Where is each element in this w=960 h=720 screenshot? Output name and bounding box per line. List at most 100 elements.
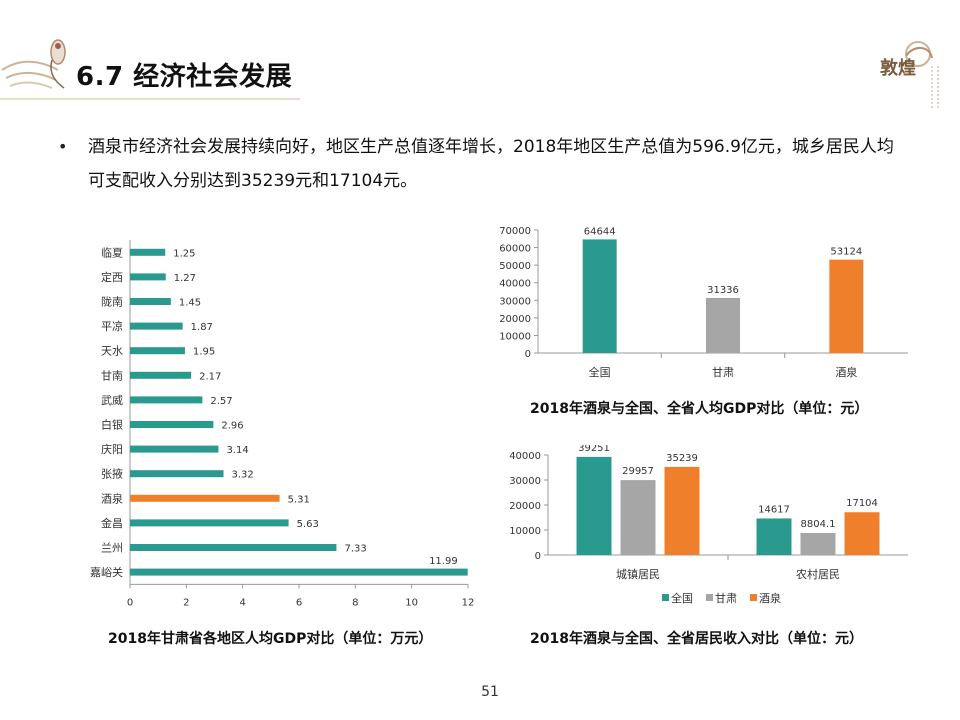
- y-tick-label: 60000: [499, 244, 531, 255]
- category-label: 城镇居民: [616, 567, 660, 581]
- category-label: 陇南: [101, 295, 123, 309]
- bullet-marker: •: [58, 137, 68, 156]
- per-capita-gdp-chart: 0 10000 20000 30000 40000 50000 60000 70000 6464…: [499, 226, 908, 379]
- data-label: 8804.1: [801, 519, 836, 530]
- y-tick-label: 20000: [509, 501, 541, 512]
- bar-全国-农村居民: [756, 518, 792, 555]
- data-label: 2.17: [199, 371, 221, 382]
- bar-金昌: [130, 519, 289, 527]
- gansu-gdp-chart: 临夏 1.25 定西 1.27 陇南 1.45 平凉 1.87 天水 1.95 甘南 2.17 武威 2.…: [90, 240, 475, 608]
- category-label: 金昌: [101, 516, 123, 530]
- category-label: 农村居民: [796, 567, 840, 581]
- data-label: 64644: [584, 226, 616, 237]
- legend-label: 酒泉: [759, 591, 781, 605]
- legend-swatch-全国: [662, 594, 669, 601]
- cloud-ornament-icon: [1, 39, 66, 89]
- data-label: 7.33: [344, 544, 366, 555]
- data-label: 14617: [758, 504, 790, 515]
- legend-swatch-酒泉: [750, 594, 757, 601]
- x-tick-label: 6: [296, 597, 302, 608]
- y-tick-label: 0: [535, 551, 541, 562]
- resident-income-caption: 2018年酒泉与全国、全省居民收入对比（单位：元）: [530, 631, 863, 647]
- category-label: 甘南: [101, 369, 123, 382]
- category-label: 白银: [101, 418, 123, 432]
- data-label: 29957: [622, 466, 654, 477]
- data-label: 1.95: [193, 347, 215, 358]
- bullet-text: 酒泉市经济社会发展持续向好，地区生产总值逐年增长，2018年地区生产总值为596…: [88, 137, 894, 191]
- bar-兰州: [130, 544, 337, 551]
- y-tick-label: 30000: [509, 476, 541, 487]
- y-tick-label: 30000: [499, 296, 531, 307]
- legend-swatch-甘肃: [706, 594, 713, 601]
- category-label: 定西: [101, 270, 123, 284]
- category-label: 武威: [101, 394, 123, 407]
- per-capita-gdp-caption: 2018年酒泉与全国、全省人均GDP对比（单位：元）: [530, 401, 869, 417]
- y-tick-label: 40000: [499, 279, 531, 290]
- y-tick-label: 10000: [499, 331, 531, 342]
- data-label: 17104: [846, 498, 878, 509]
- data-label: 39251: [578, 445, 610, 454]
- data-label: 11.99: [429, 556, 458, 567]
- legend-label: 全国: [671, 591, 693, 605]
- category-label: 全国: [589, 365, 611, 379]
- y-tick-label: 20000: [499, 314, 531, 325]
- page-number: 51: [481, 684, 499, 700]
- data-label: 5.63: [297, 519, 319, 530]
- bar-甘南: [130, 371, 192, 379]
- bar-甘肃-城镇居民: [620, 480, 656, 555]
- bar-甘肃-农村居民: [800, 532, 836, 555]
- category-label: 酒泉: [101, 491, 123, 505]
- bar-白银: [130, 421, 214, 428]
- title-divider: [0, 98, 300, 100]
- bar-陇南: [130, 298, 171, 305]
- bar-全国: [582, 239, 617, 353]
- y-tick-label: 0: [525, 349, 531, 360]
- x-tick-label: 8: [352, 597, 358, 608]
- data-label: 1.87: [191, 322, 213, 333]
- bar-酒泉-城镇居民: [664, 466, 700, 555]
- x-tick-label: 10: [405, 597, 418, 608]
- data-label: 1.25: [173, 248, 195, 259]
- bar-酒泉: [130, 494, 280, 502]
- data-label: 2.57: [210, 396, 232, 407]
- data-label: 5.31: [288, 494, 310, 505]
- x-tick-label: 12: [462, 597, 475, 608]
- bar-武威: [130, 396, 203, 404]
- category-label: 临夏: [101, 245, 123, 259]
- data-label: 3.32: [232, 470, 254, 481]
- category-label: 酒泉: [835, 365, 857, 379]
- x-tick-label: 0: [127, 597, 133, 608]
- bar-定西: [130, 273, 166, 281]
- bar-天水: [130, 347, 185, 355]
- gansu-gdp-caption: 2018年甘肃省各地区人均GDP对比（单位：万元）: [108, 631, 433, 647]
- data-label: 1.27: [174, 273, 196, 284]
- bar-酒泉-农村居民: [844, 512, 880, 555]
- x-tick-label: 4: [239, 597, 245, 608]
- category-label: 天水: [101, 345, 123, 358]
- category-label: 平凉: [101, 319, 123, 333]
- category-label: 庆阳: [101, 442, 123, 456]
- y-tick-label: 10000: [509, 526, 541, 537]
- bar-全国-城镇居民: [576, 456, 612, 555]
- y-tick-label: 70000: [499, 226, 531, 237]
- bar-临夏: [130, 248, 166, 256]
- bar-嘉峪关: [130, 568, 468, 576]
- category-label: 甘肃: [712, 366, 734, 379]
- y-tick-label: 40000: [509, 451, 541, 462]
- category-label: 兰州: [101, 542, 123, 555]
- data-label: 3.14: [226, 445, 248, 456]
- data-label: 35239: [666, 453, 698, 464]
- legend-label: 甘肃: [715, 592, 737, 605]
- bar-甘肃: [706, 297, 740, 353]
- bar-张掖: [130, 470, 224, 478]
- slide-title: 6.7 经济社会发展: [76, 62, 293, 92]
- category-label: 张掖: [101, 467, 123, 481]
- resident-income-chart: 0 10000 20000 30000 40000 39251 29957 35239 城镇居民…: [509, 445, 908, 605]
- bar-酒泉: [829, 259, 864, 353]
- logo-text: 敦煌: [880, 57, 916, 79]
- data-label: 31336: [707, 285, 739, 296]
- dunhuang-logo-icon: 敦煌: [880, 41, 939, 110]
- data-label: 53124: [830, 247, 862, 258]
- category-label: 嘉峪关: [90, 565, 123, 579]
- data-label: 2.96: [221, 421, 243, 432]
